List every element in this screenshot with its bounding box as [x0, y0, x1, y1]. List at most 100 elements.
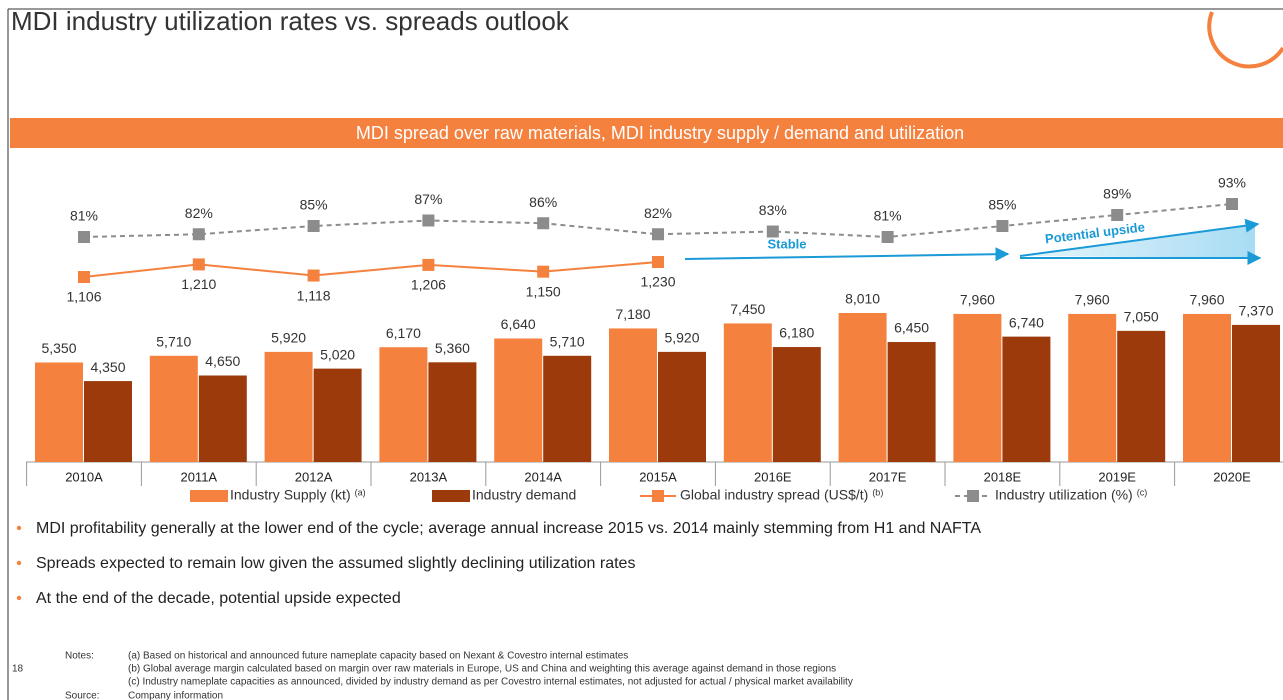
bar-label: 7,960: [960, 292, 995, 308]
point-label: 1,118: [297, 287, 331, 303]
bar-label: 7,960: [1189, 292, 1224, 308]
bar: [1117, 330, 1166, 462]
point: [766, 225, 779, 238]
bar-label: 5,920: [271, 330, 306, 346]
source: Company information: [128, 691, 223, 700]
x-tick-label: 2010A: [65, 469, 103, 484]
page-number: 18: [12, 664, 24, 675]
bar: [198, 375, 247, 462]
bar-label: 7,180: [615, 306, 650, 322]
point: [996, 220, 1009, 232]
x-tick-label: 2012A: [295, 469, 333, 484]
bullet-dot: [16, 560, 22, 566]
point-label: 81%: [70, 208, 98, 224]
line: [83, 261, 659, 278]
bar-label: 5,920: [664, 330, 699, 346]
legend-note: (b): [872, 487, 883, 497]
source-label: Source:: [65, 691, 99, 700]
point: [1226, 198, 1238, 210]
bar: [264, 351, 313, 462]
point: [307, 220, 320, 232]
point: [652, 228, 664, 241]
upside-arrow: [1019, 218, 1260, 257]
bar: [35, 362, 83, 462]
bar: [84, 381, 132, 462]
bar: [772, 347, 821, 462]
note: (a) Based on historical and announced fu…: [128, 651, 628, 662]
chart-title: MDI spread over raw materials, MDI indus…: [356, 123, 964, 143]
point: [422, 214, 435, 227]
legend-label: Industry utilization (%): [995, 487, 1133, 503]
bar: [494, 338, 543, 462]
point-label: 1,150: [526, 283, 561, 299]
x-tick-label: 2013A: [410, 469, 448, 484]
bar-label: 7,050: [1124, 309, 1159, 325]
bar: [1002, 336, 1051, 462]
legend-swatch: [432, 490, 470, 502]
bar: [313, 368, 362, 462]
bar-label: 4,350: [90, 359, 125, 375]
note: (b) Global average margin calculated bas…: [128, 664, 836, 675]
point-label: 1,106: [66, 289, 101, 305]
point: [881, 231, 894, 243]
point: [652, 256, 664, 268]
bar-label: 7,450: [730, 301, 765, 317]
point-label: 93%: [1218, 175, 1246, 191]
x-tick-label: 2019E: [1098, 469, 1136, 484]
bar: [1232, 324, 1280, 462]
x-tick-label: 2017E: [869, 469, 907, 484]
note: (c) Industry nameplate capacities as ann…: [128, 677, 853, 688]
legend-swatch: [967, 490, 979, 502]
bar: [149, 355, 198, 462]
bar: [1068, 313, 1117, 462]
point-label: 87%: [414, 191, 442, 207]
bar: [658, 351, 706, 462]
bar-label: 5,710: [550, 333, 585, 349]
point: [192, 228, 205, 241]
bar-label: 5,020: [320, 346, 355, 362]
slide-title: MDI industry utilization rates vs. sprea…: [11, 6, 570, 36]
x-tick-label: 2020E: [1213, 469, 1251, 484]
bar-label: 7,960: [1075, 292, 1110, 308]
bar-label: 8,010: [845, 291, 880, 307]
point: [78, 231, 90, 243]
point-label: 1,230: [640, 274, 675, 290]
point-label: 85%: [988, 197, 1016, 213]
bar-label: 6,170: [386, 325, 421, 341]
point: [537, 217, 550, 230]
bar-label: 6,180: [779, 325, 814, 341]
bar: [887, 342, 936, 462]
x-tick-label: 2014A: [524, 469, 562, 484]
x-tick-label: 2011A: [180, 469, 217, 484]
point-label: 1,210: [181, 276, 216, 292]
bar-label: 6,640: [501, 316, 536, 332]
bar-label: 5,350: [41, 340, 76, 356]
point: [537, 265, 550, 278]
point-label: 82%: [644, 205, 672, 221]
bar: [428, 362, 477, 462]
legend-label: Industry Supply (kt): [230, 487, 351, 503]
bar-label: 5,710: [156, 333, 191, 349]
point-label: 81%: [874, 208, 902, 224]
x-tick-label: 2015A: [639, 469, 677, 484]
bar: [1183, 313, 1231, 462]
legend-note: (c): [1137, 487, 1148, 497]
bar: [838, 313, 887, 462]
point-label: 85%: [300, 197, 328, 213]
bullet: MDI profitability generally at the lower…: [36, 520, 981, 537]
point-label: 89%: [1103, 186, 1131, 202]
point: [422, 258, 435, 271]
legend-label: Global industry spread (US$/t): [680, 487, 868, 503]
point-label: 86%: [529, 194, 557, 210]
bar: [953, 313, 1002, 462]
bar: [723, 323, 772, 462]
bar-label: 5,360: [435, 340, 470, 356]
x-tick-label: 2016E: [754, 469, 792, 484]
bullet-dot: [16, 525, 22, 531]
point: [78, 271, 90, 283]
point: [192, 258, 205, 271]
bar: [379, 347, 428, 462]
point-label: 82%: [185, 205, 213, 221]
legend-swatch: [190, 490, 228, 502]
